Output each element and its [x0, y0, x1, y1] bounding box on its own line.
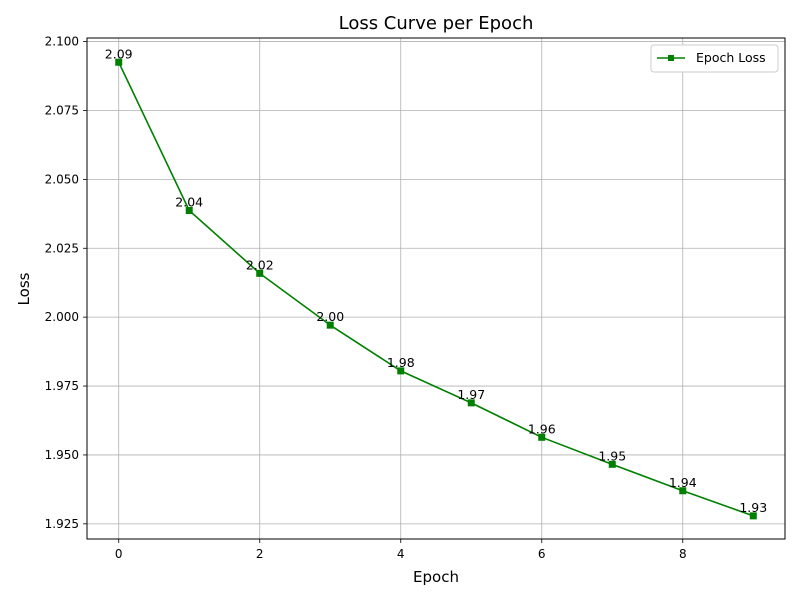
axes-layer — [86, 37, 786, 540]
data-label: 1.96 — [528, 421, 556, 436]
grid-lines — [87, 38, 785, 539]
y-tick-label: 1.925 — [45, 517, 79, 531]
chart-title: Loss Curve per Epoch — [339, 13, 534, 34]
data-point-marker — [326, 321, 334, 329]
data-label: 1.95 — [598, 448, 626, 463]
series-line-epoch-loss — [118, 61, 754, 517]
y-tick-label: 2.100 — [45, 35, 79, 49]
x-axis-label: Epoch — [413, 568, 459, 586]
x-tick-label: 8 — [679, 547, 687, 561]
y-tick-label: 2.050 — [45, 172, 79, 186]
data-label-layer: 2.09 2.04 2.02 2.00 1.98 1.97 1.96 1.95 1.94 1.93 — [105, 46, 767, 515]
data-point-marker — [467, 399, 475, 407]
y-tick-label: 1.975 — [45, 379, 79, 393]
y-tick-label: 1.950 — [45, 448, 79, 462]
legend-series-label: Epoch Loss — [696, 50, 766, 65]
legend: Epoch Loss — [650, 44, 779, 73]
x-tick-label: 4 — [397, 547, 405, 561]
data-point-marker — [538, 433, 546, 441]
series-layer — [115, 58, 757, 520]
legend-box — [650, 44, 779, 73]
data-label: 1.97 — [457, 387, 485, 402]
y-axis-label: Loss — [15, 272, 33, 305]
y-tick-label: 2.025 — [45, 241, 79, 255]
y-tick-label: 2.075 — [45, 103, 79, 117]
data-point-marker — [608, 460, 616, 468]
data-label: 2.04 — [175, 195, 203, 210]
data-point-marker — [397, 367, 405, 375]
data-label: 2.02 — [246, 257, 274, 272]
legend-series-marker — [668, 55, 674, 61]
data-label: 1.94 — [669, 475, 697, 490]
data-point-marker — [185, 207, 193, 215]
tick-layer: 0 2 4 6 8 1.925 1.950 1.975 2.000 2.025 2.050 2.075… — [45, 35, 687, 561]
data-label: 1.93 — [739, 500, 767, 515]
x-tick-label: 6 — [538, 547, 546, 561]
data-point-marker — [115, 58, 123, 66]
data-point-marker — [749, 512, 757, 520]
data-point-marker — [256, 269, 264, 277]
x-tick-label: 0 — [115, 547, 123, 561]
data-label: 1.98 — [387, 355, 415, 370]
y-tick-label: 2.000 — [45, 310, 79, 324]
data-point-marker — [679, 487, 687, 495]
data-label: 2.09 — [105, 46, 133, 61]
plot-frame — [86, 37, 786, 540]
data-label: 2.00 — [316, 309, 344, 324]
x-tick-label: 2 — [256, 547, 264, 561]
